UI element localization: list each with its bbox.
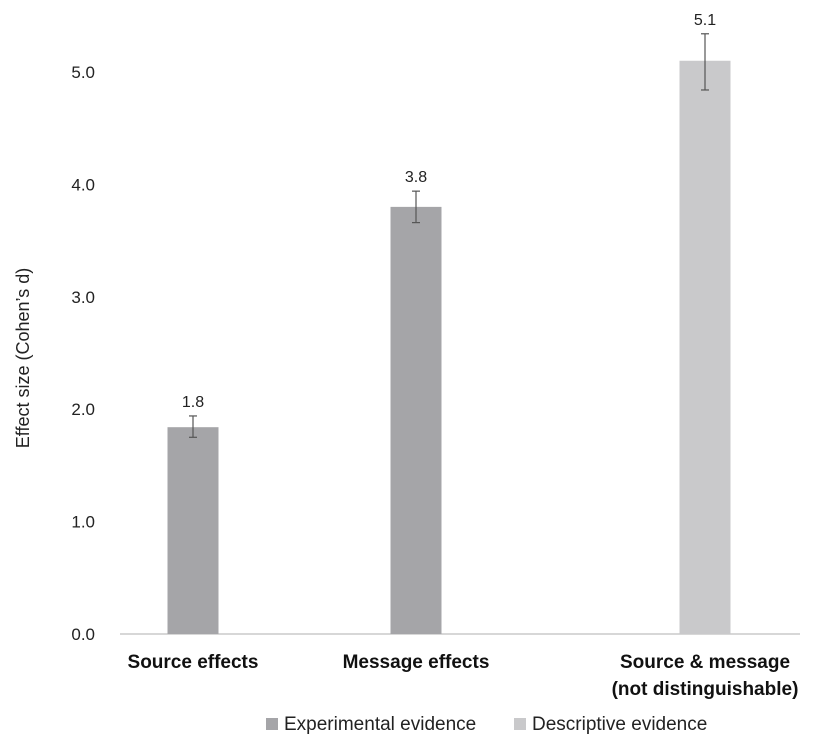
legend-swatch xyxy=(514,718,526,730)
x-tick-label: Source effects xyxy=(128,652,259,673)
x-tick-label: Message effects xyxy=(343,652,490,673)
legend-label: Descriptive evidence xyxy=(532,714,707,735)
y-tick-label: 2.0 xyxy=(71,400,95,419)
y-tick-label: 4.0 xyxy=(71,175,95,194)
y-tick-label: 5.0 xyxy=(71,63,95,82)
data-label: 5.1 xyxy=(694,12,716,29)
bar xyxy=(679,60,731,634)
y-axis-ticks: 0.0 1.0 2.0 3.0 4.0 5.0 xyxy=(71,63,95,644)
error-bar xyxy=(412,190,420,224)
legend-swatch xyxy=(266,718,278,730)
legend: Experimental evidence Descriptive evidenc… xyxy=(266,714,707,735)
y-tick-label: 1.0 xyxy=(71,513,95,532)
bar xyxy=(390,206,442,634)
legend-item: Descriptive evidence xyxy=(514,714,707,735)
error-bar xyxy=(701,33,709,91)
legend-label: Experimental evidence xyxy=(284,714,476,735)
bars-group: 1.8 3.8 5.1 xyxy=(167,12,731,634)
error-bar xyxy=(189,415,197,438)
category-labels: Source effects Message effects Source & me… xyxy=(128,652,799,700)
y-tick-label: 0.0 xyxy=(71,625,95,644)
data-label: 1.8 xyxy=(182,394,204,411)
x-tick-label: Source & message xyxy=(620,652,790,673)
legend-item: Experimental evidence xyxy=(266,714,476,735)
y-axis-title: Effect size (Cohen’s d) xyxy=(13,268,33,448)
data-label: 3.8 xyxy=(405,169,427,186)
bar xyxy=(167,427,219,634)
y-tick-label: 3.0 xyxy=(71,288,95,307)
x-tick-label: (not distinguishable) xyxy=(612,679,799,700)
